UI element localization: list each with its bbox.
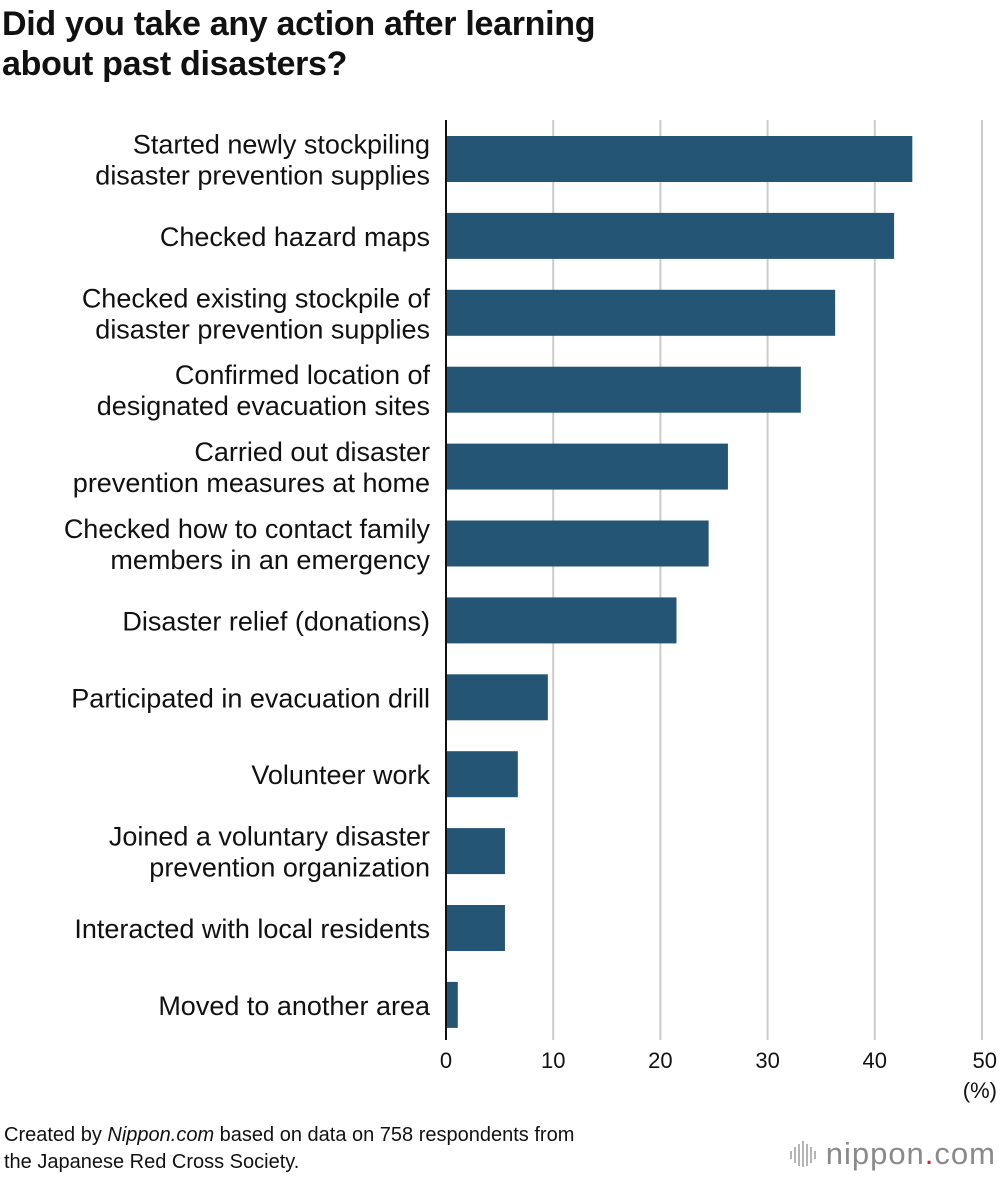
bar-3 — [446, 289, 836, 336]
category-label-10: Joined a voluntary disaster prevention or… — [109, 822, 430, 883]
category-label-1: Started newly stockpiling disaster preven… — [95, 130, 430, 191]
chart-title: Did you take any action after learning a… — [2, 4, 902, 84]
category-label-9: Volunteer work — [251, 760, 430, 790]
x-tick-label-40: 40 — [863, 1048, 887, 1073]
category-label-7: Disaster relief (donations) — [122, 606, 430, 636]
x-tick-label-50: 50 — [973, 1048, 997, 1073]
bar-1 — [446, 136, 913, 182]
bar-10 — [446, 828, 505, 875]
logo-text-dot: . — [924, 1136, 935, 1171]
bar-11 — [446, 905, 505, 951]
nippon-com-logo: nippon. com — [789, 1136, 996, 1172]
x-tick-label-20: 20 — [648, 1048, 672, 1073]
category-label-3: Checked existing stockpile of disaster pr… — [82, 283, 431, 344]
bar-5 — [446, 443, 728, 490]
x-unit-label: (%) — [963, 1078, 997, 1103]
category-label-6: Checked how to contact family members in … — [64, 514, 431, 575]
category-label-2: Checked hazard maps — [160, 222, 430, 252]
bar-8 — [446, 674, 548, 721]
x-tick-label-10: 10 — [541, 1048, 565, 1073]
bar-12 — [446, 981, 458, 1028]
logo-text-nippon: nippon — [825, 1136, 925, 1171]
chart-title-line-1: Did you take any action after learning — [2, 5, 596, 43]
bar-9 — [446, 751, 518, 798]
source-note: Created by Nippon.com based on data on 7… — [4, 1122, 764, 1176]
x-tick-labels: 0 10 20 30 40 50 — [440, 1048, 997, 1073]
source-suffix: based on data on 758 respondents from — [214, 1124, 575, 1146]
bar-6 — [446, 520, 709, 567]
category-label-4: Confirmed location of designated evacuati… — [97, 360, 431, 421]
category-labels: Started newly stockpiling disaster preven… — [64, 130, 431, 1021]
source-note-line-2: the Japanese Red Cross Society. — [4, 1151, 300, 1173]
x-tick-label-30: 30 — [755, 1048, 779, 1073]
bar-2 — [446, 212, 895, 259]
category-label-11: Interacted with local residents — [74, 914, 430, 944]
category-label-8: Participated in evacuation drill — [71, 683, 430, 713]
bar-4 — [446, 366, 801, 413]
source-prefix: Created by — [4, 1124, 108, 1146]
logo-mark-icon — [789, 1141, 816, 1167]
category-label-5: Carried out disaster prevention measures … — [73, 437, 430, 498]
category-label-12: Moved to another area — [158, 991, 431, 1021]
source-note-line-1: Created by Nippon.com based on data on 7… — [4, 1122, 764, 1149]
bar-7 — [446, 597, 677, 644]
chart-title-line-2: about past disasters? — [2, 45, 348, 83]
bars — [446, 136, 913, 1028]
source-name: Nippon.com — [107, 1124, 215, 1146]
x-tick-label-0: 0 — [440, 1048, 452, 1073]
grid-lines — [552, 120, 983, 1040]
logo-text-com: com — [934, 1136, 996, 1171]
bar-chart: Started newly stockpiling disaster preven… — [64, 120, 997, 1103]
